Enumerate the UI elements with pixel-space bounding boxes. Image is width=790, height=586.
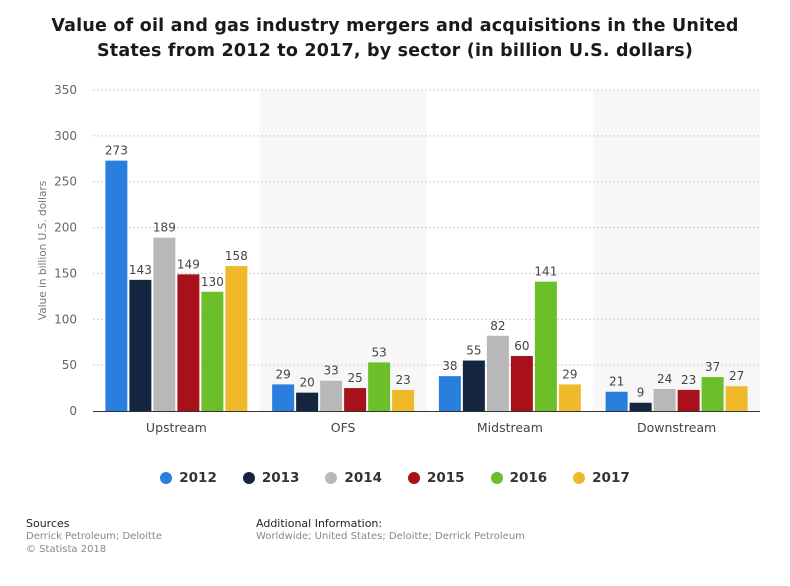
y-axis-ticks: 0 50 100 150 200 250 300 350 xyxy=(54,83,77,418)
bar xyxy=(225,266,248,411)
legend-marker xyxy=(490,472,503,484)
category-labels: Upstream OFS Midstream Downstream xyxy=(146,420,716,435)
bar xyxy=(605,391,628,411)
data-label: 273 xyxy=(105,144,128,158)
bar xyxy=(510,355,533,411)
bar xyxy=(438,376,461,411)
legend: 2012 2013 2014 2015 2016 2017 xyxy=(0,470,790,486)
legend-label: 2012 xyxy=(179,470,217,486)
legend-label: 2013 xyxy=(261,470,300,486)
data-label: 23 xyxy=(681,373,696,387)
y-tick-label: 50 xyxy=(62,358,77,372)
x-tick-label: Midstream xyxy=(477,420,543,435)
gridlines xyxy=(93,89,760,366)
additional-info-block: Additional Information: Worldwide; Unite… xyxy=(256,517,525,543)
data-label: 60 xyxy=(514,339,529,353)
data-label: 158 xyxy=(225,249,248,263)
category-band xyxy=(259,90,427,411)
y-tick-label: 300 xyxy=(54,129,77,143)
bar xyxy=(368,362,391,411)
bar xyxy=(558,384,581,411)
data-label: 143 xyxy=(129,263,152,277)
bar xyxy=(344,388,367,411)
legend-marker xyxy=(573,472,586,484)
data-label: 20 xyxy=(299,376,314,390)
bar xyxy=(272,384,295,411)
bar xyxy=(177,274,200,411)
additional-info-heading: Additional Information: xyxy=(256,517,383,530)
data-label: 21 xyxy=(609,375,624,389)
y-tick-label: 350 xyxy=(54,83,77,97)
bar-chart: 0 50 100 150 200 250 300 350 273 143 189 149130158… xyxy=(37,83,760,435)
data-label: 23 xyxy=(395,373,410,387)
data-label: 29 xyxy=(275,367,290,381)
y-tick-label: 250 xyxy=(54,175,77,189)
bars xyxy=(105,160,748,411)
data-label: 55 xyxy=(466,344,481,358)
bar xyxy=(201,291,224,411)
data-label: 33 xyxy=(323,364,338,378)
bar xyxy=(320,380,343,411)
bar xyxy=(486,335,509,411)
legend-item[interactable]: 2012 xyxy=(160,470,217,486)
x-tick-label: OFS xyxy=(331,420,356,435)
data-label: 24 xyxy=(657,372,672,386)
bar xyxy=(629,402,652,411)
bar xyxy=(296,392,319,411)
additional-info-line: Worldwide; United States; Deloitte; Derr… xyxy=(256,531,525,542)
x-tick-label: Downstream xyxy=(637,420,716,435)
data-label: 149 xyxy=(177,257,200,271)
data-label: 53 xyxy=(371,345,386,359)
data-label: 130 xyxy=(201,275,224,289)
legend-item[interactable]: 2015 xyxy=(408,470,465,486)
data-label: 27 xyxy=(729,369,744,383)
y-tick-label: 100 xyxy=(54,312,77,326)
data-label: 141 xyxy=(534,265,557,279)
legend-marker xyxy=(325,472,338,484)
sources-block: Sources Derrick Petroleum; Deloitte © St… xyxy=(26,517,162,556)
bar xyxy=(653,388,676,411)
legend-label: 2014 xyxy=(344,470,382,486)
data-label: 82 xyxy=(490,319,505,333)
legend-item[interactable]: 2013 xyxy=(242,470,300,486)
y-axis-label: Value in billion U.S. dollars xyxy=(37,181,49,320)
y-tick-label: 200 xyxy=(54,221,77,235)
data-label: 25 xyxy=(347,371,362,385)
bar xyxy=(462,360,485,411)
bar xyxy=(534,281,557,411)
bar xyxy=(153,237,176,411)
bar xyxy=(677,389,700,411)
legend-marker xyxy=(160,472,173,484)
legend-item[interactable]: 2017 xyxy=(573,470,630,486)
data-label: 37 xyxy=(705,360,720,374)
legend-item[interactable]: 2016 xyxy=(490,470,548,486)
bar xyxy=(701,377,724,411)
x-tick-label: Upstream xyxy=(146,420,207,435)
legend-label: 2016 xyxy=(509,470,548,486)
data-label: 189 xyxy=(153,221,176,235)
legend-marker xyxy=(408,472,420,484)
legend-label: 2015 xyxy=(427,470,465,486)
category-band xyxy=(593,90,760,411)
category-bands xyxy=(259,90,760,411)
chart-title: Value of oil and gas industry mergers an… xyxy=(51,16,739,61)
bar xyxy=(725,386,748,411)
data-label: 9 xyxy=(637,386,645,400)
bar xyxy=(392,389,415,411)
legend-label: 2017 xyxy=(592,470,630,486)
sources-line: Derrick Petroleum; Deloitte xyxy=(26,531,162,542)
bar xyxy=(105,160,128,411)
data-label: 38 xyxy=(442,359,457,373)
legend-marker xyxy=(242,472,255,484)
copyright-line: © Statista 2018 xyxy=(26,544,107,555)
legend-item[interactable]: 2014 xyxy=(325,470,382,486)
bar xyxy=(129,279,152,411)
y-tick-label: 0 xyxy=(69,404,77,418)
y-tick-label: 150 xyxy=(54,266,77,280)
data-label: 29 xyxy=(562,367,577,381)
sources-heading: Sources xyxy=(26,517,70,530)
